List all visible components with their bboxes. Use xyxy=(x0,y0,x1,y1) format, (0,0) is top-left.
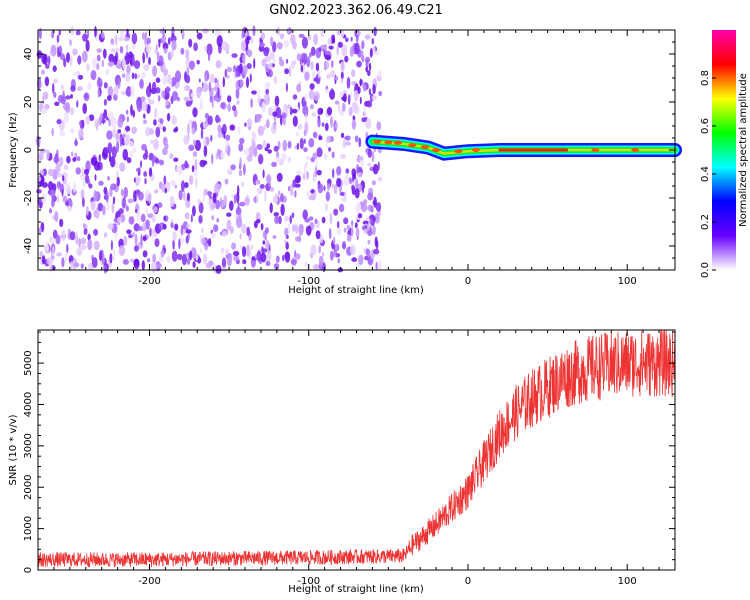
x-tick-label: -100 xyxy=(297,576,320,587)
colorbar-tick-label: 0.2 xyxy=(700,214,711,230)
figure-title: GN02.2023.362.06.49.C21 xyxy=(269,3,443,18)
colorbar-gradient xyxy=(712,30,736,270)
x-tick-label: 0 xyxy=(465,576,471,587)
x-tick-label: 0 xyxy=(465,276,471,287)
spectrogram-x-label: Height of straight line (km) xyxy=(288,285,424,296)
x-tick-label: -200 xyxy=(138,276,161,287)
y-tick-label: -20 xyxy=(23,190,34,206)
colorbar-ticks: 0.0 0.2 0.4 0.6 0.8 xyxy=(700,70,716,278)
colorbar-tick-label: 0.6 xyxy=(700,118,711,134)
x-tick-label: 100 xyxy=(618,276,637,287)
snr-series-line xyxy=(38,330,675,568)
snr-frame xyxy=(37,329,676,571)
colorbar: 0.0 0.2 0.4 0.6 0.8 Normalized spectral ampl… xyxy=(700,30,749,278)
spectrogram-image xyxy=(35,25,682,274)
colorbar-label: Normalized spectral amplitude xyxy=(738,73,749,227)
y-tick-label: -40 xyxy=(23,238,34,254)
y-tick-label: 3000 xyxy=(23,433,34,458)
y-tick-label: 0 xyxy=(23,147,34,153)
y-tick-label: 5000 xyxy=(23,350,34,375)
y-tick-label: 0 xyxy=(23,567,34,573)
colorbar-tick-label: 0.4 xyxy=(700,166,711,182)
colorbar-tick-label: 0.8 xyxy=(700,70,711,86)
x-tick-label: -100 xyxy=(297,276,320,287)
snr-y-label: SNR (10 * v/v) xyxy=(8,414,19,485)
snr-x-label: Height of straight line (km) xyxy=(288,584,424,595)
y-tick-label: 1000 xyxy=(23,516,34,541)
spectrogram-y-axis: -40 -20 0 20 40 xyxy=(23,29,675,271)
x-tick-label: 100 xyxy=(618,576,637,587)
y-tick-label: 20 xyxy=(23,96,34,109)
snr-x-axis: -200 -100 0 100 xyxy=(37,330,676,587)
y-tick-label: 4000 xyxy=(23,392,34,417)
snr-y-axis: 0 1000 2000 3000 4000 5000 xyxy=(23,331,675,573)
y-tick-label: 40 xyxy=(23,48,34,61)
spectrogram-x-axis: -200 -100 0 100 xyxy=(37,30,676,287)
spectrogram-y-label: Frequency (Hz) xyxy=(8,112,19,188)
x-tick-label: -200 xyxy=(138,576,161,587)
snr-panel: -200 -100 0 100 0 1000 2000 3000 4000 5000 Heigh… xyxy=(8,329,676,595)
colorbar-tick-label: 0.0 xyxy=(700,262,711,278)
y-tick-label: 2000 xyxy=(23,475,34,500)
